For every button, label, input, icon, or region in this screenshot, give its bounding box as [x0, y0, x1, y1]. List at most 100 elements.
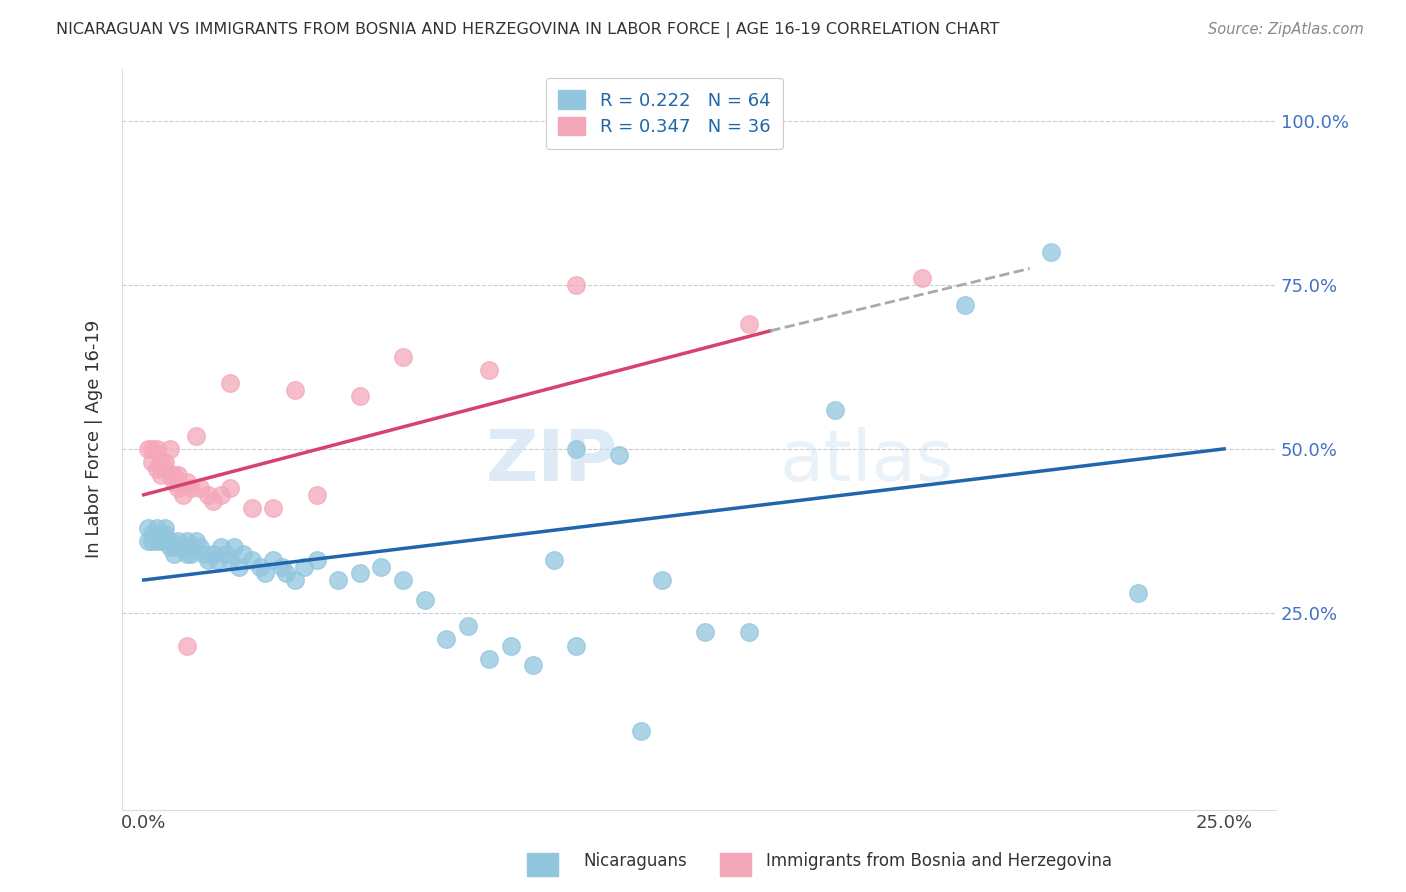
- Point: [224, 540, 246, 554]
- Point: [167, 540, 190, 554]
- Point: [219, 481, 242, 495]
- Point: [211, 540, 233, 554]
- Point: [155, 527, 177, 541]
- Point: [499, 639, 522, 653]
- Point: [159, 468, 181, 483]
- Point: [211, 488, 233, 502]
- Point: [284, 573, 307, 587]
- Point: [197, 488, 219, 502]
- Text: ZIP: ZIP: [486, 426, 619, 496]
- Point: [167, 533, 190, 548]
- Point: [292, 560, 315, 574]
- Point: [145, 533, 167, 548]
- Point: [284, 383, 307, 397]
- Point: [565, 442, 588, 456]
- Point: [184, 429, 207, 443]
- Point: [193, 547, 215, 561]
- Point: [262, 553, 284, 567]
- Point: [253, 566, 276, 581]
- Point: [262, 500, 284, 515]
- Point: [136, 442, 159, 456]
- Point: [219, 553, 242, 567]
- Point: [215, 547, 238, 561]
- Point: [219, 376, 242, 391]
- Point: [163, 468, 186, 483]
- Point: [188, 481, 211, 495]
- Point: [167, 481, 190, 495]
- Point: [176, 475, 198, 489]
- Point: [180, 540, 202, 554]
- Y-axis label: In Labor Force | Age 16-19: In Labor Force | Age 16-19: [86, 320, 103, 558]
- Point: [326, 573, 349, 587]
- Point: [159, 533, 181, 548]
- Point: [478, 363, 501, 377]
- Point: [565, 277, 588, 292]
- Point: [1126, 586, 1149, 600]
- Point: [249, 560, 271, 574]
- Point: [413, 592, 436, 607]
- Point: [159, 442, 181, 456]
- Point: [228, 560, 250, 574]
- Point: [305, 553, 328, 567]
- Point: [163, 547, 186, 561]
- Point: [630, 723, 652, 738]
- Point: [167, 468, 190, 483]
- Point: [136, 520, 159, 534]
- Point: [145, 520, 167, 534]
- Point: [370, 560, 392, 574]
- Point: [240, 500, 263, 515]
- Point: [180, 547, 202, 561]
- Point: [522, 658, 544, 673]
- Point: [305, 488, 328, 502]
- Point: [141, 533, 163, 548]
- Point: [141, 455, 163, 469]
- Point: [159, 540, 181, 554]
- Point: [695, 625, 717, 640]
- Point: [155, 461, 177, 475]
- Point: [1040, 245, 1063, 260]
- Point: [163, 540, 186, 554]
- Point: [155, 455, 177, 469]
- Text: Source: ZipAtlas.com: Source: ZipAtlas.com: [1208, 22, 1364, 37]
- Point: [240, 553, 263, 567]
- Point: [543, 553, 565, 567]
- Point: [197, 553, 219, 567]
- Point: [565, 639, 588, 653]
- Point: [651, 573, 673, 587]
- Point: [276, 566, 298, 581]
- Point: [184, 533, 207, 548]
- Point: [176, 547, 198, 561]
- Point: [824, 402, 846, 417]
- Point: [738, 625, 761, 640]
- Point: [434, 632, 457, 646]
- Point: [201, 494, 224, 508]
- Point: [180, 481, 202, 495]
- Point: [478, 651, 501, 665]
- Point: [910, 271, 932, 285]
- Point: [149, 455, 172, 469]
- Point: [141, 442, 163, 456]
- Point: [136, 533, 159, 548]
- Point: [349, 389, 371, 403]
- Point: [232, 547, 254, 561]
- Point: [607, 449, 630, 463]
- Point: [457, 619, 479, 633]
- Point: [172, 540, 194, 554]
- Point: [172, 488, 194, 502]
- Point: [176, 533, 198, 548]
- Point: [201, 547, 224, 561]
- Point: [392, 573, 415, 587]
- Point: [149, 527, 172, 541]
- Text: Nicaraguans: Nicaraguans: [583, 852, 688, 870]
- Legend: R = 0.222   N = 64, R = 0.347   N = 36: R = 0.222 N = 64, R = 0.347 N = 36: [546, 78, 783, 149]
- Point: [271, 560, 294, 574]
- Point: [188, 540, 211, 554]
- Point: [155, 520, 177, 534]
- Point: [149, 468, 172, 483]
- Point: [738, 318, 761, 332]
- Point: [392, 350, 415, 364]
- Text: NICARAGUAN VS IMMIGRANTS FROM BOSNIA AND HERZEGOVINA IN LABOR FORCE | AGE 16-19 : NICARAGUAN VS IMMIGRANTS FROM BOSNIA AND…: [56, 22, 1000, 38]
- Point: [349, 566, 371, 581]
- Point: [163, 475, 186, 489]
- Point: [176, 639, 198, 653]
